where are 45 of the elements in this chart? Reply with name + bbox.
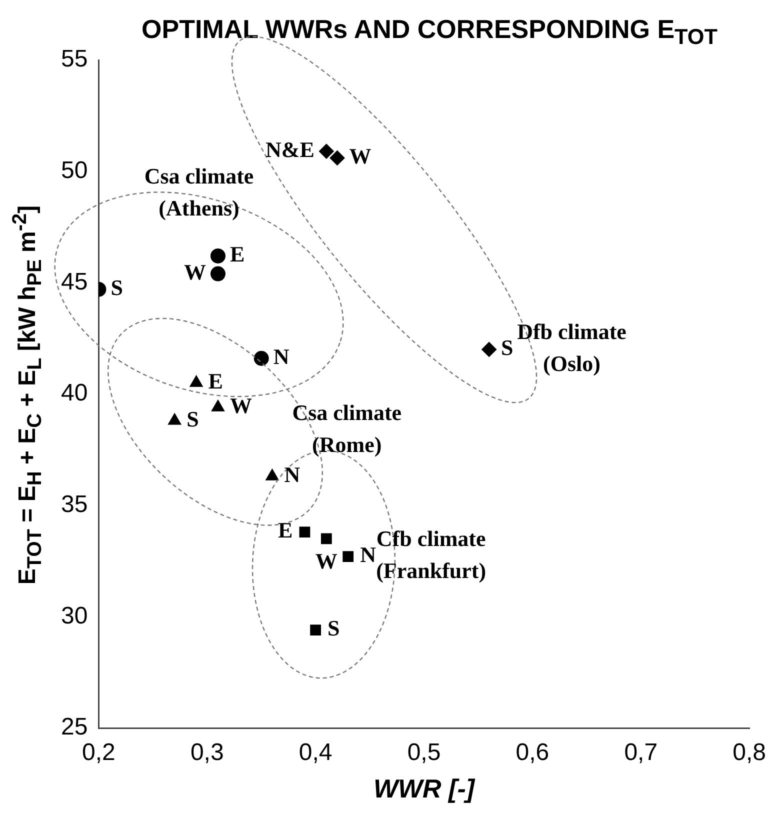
x-tick-label: 0,5 (407, 739, 441, 766)
annotation: N (273, 344, 290, 370)
x-tick-label: 0,3 (190, 739, 224, 766)
point (299, 526, 310, 538)
point (318, 144, 334, 159)
y-tick-label: 50 (60, 156, 88, 184)
annotation: S (501, 335, 514, 360)
annotation: E (230, 242, 245, 267)
y-tick-label: 30 (60, 602, 88, 630)
annotation: W (315, 548, 338, 574)
annotation: N&E (266, 136, 314, 162)
x-tick-label: 0,8 (732, 739, 766, 766)
y-tick-label: 45 (60, 268, 88, 296)
y-tick-label: 55 (60, 46, 88, 73)
point (210, 266, 226, 282)
chart-title: OPTIMAL WWRs AND CORRESPONDING E$_{TOT}$ (140, 14, 718, 50)
point (310, 624, 322, 636)
annotation: S (186, 406, 199, 432)
annotation: S (110, 275, 123, 300)
annotation: W (230, 393, 252, 418)
annotation: N (284, 462, 300, 488)
annotation: E (278, 518, 293, 543)
point (330, 150, 345, 166)
point (342, 551, 354, 562)
series-label: Csa climate (Rome) (292, 400, 402, 458)
x-tick-label: 0,7 (624, 739, 658, 766)
annotation: S (328, 616, 340, 641)
x-tick-label: 0,4 (298, 739, 332, 766)
annotation: W (349, 144, 372, 169)
series-label: Cfb climate (Frankfurt) (376, 526, 486, 584)
y-tick-label: 35 (60, 490, 88, 518)
x-tick-label: 0,6 (516, 739, 550, 766)
annotation: E (208, 368, 223, 394)
point (320, 533, 332, 544)
y-tick-label: 40 (60, 380, 88, 407)
annotation: W (184, 259, 206, 284)
point (482, 342, 497, 357)
y-tick-label: 25 (60, 714, 88, 741)
point (210, 248, 226, 264)
x-tick-label: 0,2 (82, 739, 116, 766)
annotation: N (360, 542, 376, 568)
point (254, 350, 269, 366)
x-axis-title: WWR [-] (373, 774, 476, 804)
series-label: Dfb climate (Oslo) (517, 319, 627, 376)
series-label: Csa climate (Athens) (144, 164, 254, 221)
